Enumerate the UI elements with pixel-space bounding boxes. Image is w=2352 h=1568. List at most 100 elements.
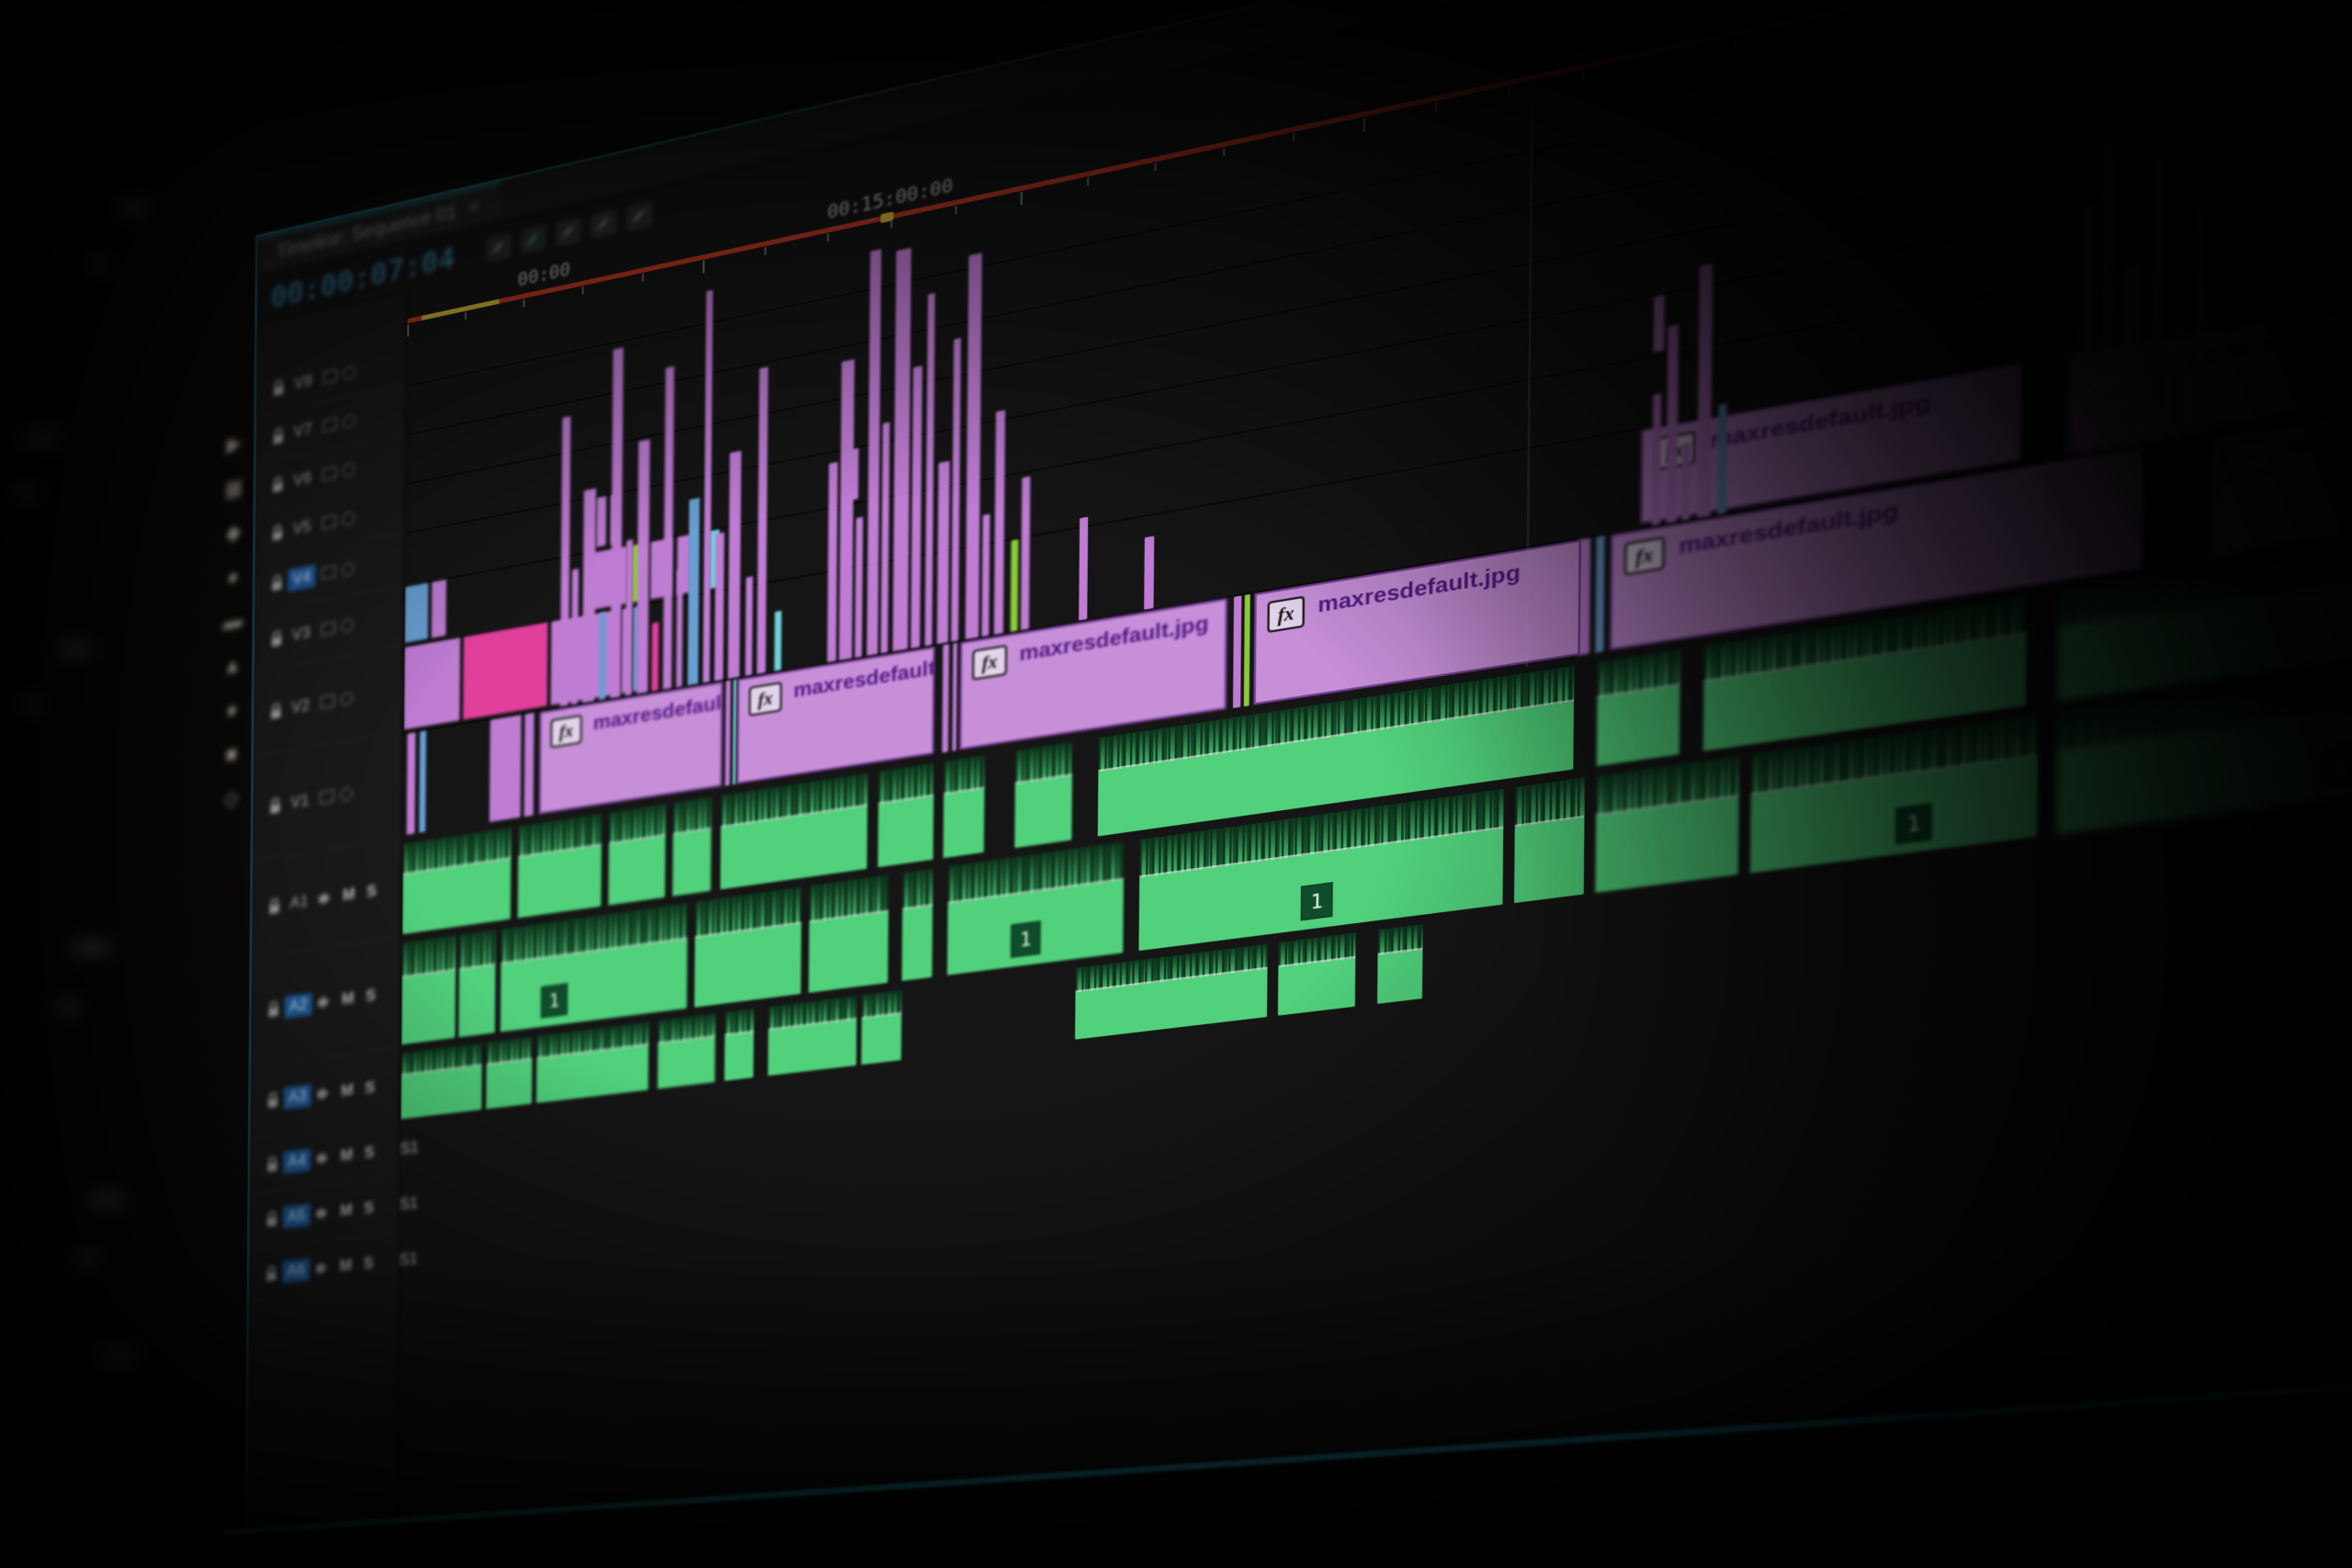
add-marker-icon[interactable] [591, 209, 616, 239]
audio-clip[interactable] [401, 1043, 482, 1120]
solo-button[interactable]: S [365, 1077, 376, 1098]
video-clip[interactable] [431, 579, 447, 638]
thin-video-clip[interactable] [745, 576, 753, 676]
mute-button[interactable]: M [339, 1256, 353, 1276]
audio-clip[interactable] [1596, 649, 1680, 766]
audio-clip[interactable] [401, 935, 457, 1045]
thin-video-clip[interactable] [1079, 516, 1089, 621]
audio-clip[interactable] [401, 827, 512, 935]
audio-clip[interactable] [694, 886, 802, 1008]
audio-clip[interactable] [608, 804, 666, 906]
video-clip[interactable] [942, 644, 950, 753]
audio-clip[interactable] [517, 813, 602, 919]
lock-icon[interactable] [267, 1098, 278, 1109]
mute-button[interactable]: M [341, 1080, 354, 1100]
audio-clip[interactable] [877, 762, 934, 868]
audio-clip[interactable]: 1 [946, 841, 1125, 976]
video-clip[interactable] [403, 637, 460, 730]
thin-video-clip[interactable] [936, 460, 950, 645]
thin-video-clip[interactable] [582, 488, 596, 704]
nest-sequence-icon[interactable] [486, 233, 511, 262]
video-clip[interactable] [404, 582, 429, 643]
audio-clip[interactable] [808, 874, 889, 993]
track-target-a1[interactable]: A1 [289, 891, 309, 912]
audio-clip[interactable] [458, 930, 496, 1038]
lock-icon[interactable] [266, 1217, 277, 1227]
pen-tool-icon[interactable]: ▲ [222, 651, 243, 679]
solo-button[interactable]: S [366, 881, 377, 901]
track-target-v3[interactable]: V3 [291, 622, 311, 644]
audio-clip[interactable] [901, 868, 933, 981]
razor-tool-icon[interactable]: ● [227, 564, 239, 590]
video-clip[interactable] [1243, 593, 1250, 707]
track-target-v5[interactable]: V5 [292, 516, 311, 538]
video-clip[interactable] [463, 622, 548, 720]
track-target-v4[interactable]: V4 [288, 563, 316, 592]
audio-clip[interactable] [1514, 777, 1585, 904]
audio-clip[interactable] [1277, 932, 1356, 1016]
audio-clip[interactable] [1377, 924, 1423, 1004]
thin-video-clip[interactable] [625, 539, 634, 696]
mute-button[interactable]: M [342, 885, 356, 905]
audio-clip[interactable] [672, 796, 712, 897]
track-output-eye-icon[interactable] [341, 617, 354, 634]
sync-lock-icon[interactable] [321, 621, 335, 637]
sync-lock-icon[interactable] [320, 789, 334, 805]
slip-tool-icon[interactable]: ▬ [222, 607, 243, 635]
thin-video-clip[interactable] [1717, 403, 1727, 515]
solo-button[interactable]: S [363, 1198, 375, 1218]
thin-video-clip[interactable] [1697, 263, 1713, 518]
audio-clip[interactable] [943, 755, 985, 859]
timeline-settings-wrench-icon[interactable] [627, 201, 652, 231]
thin-video-clip[interactable] [598, 612, 606, 701]
thin-video-clip[interactable] [2079, 200, 2097, 455]
lock-icon[interactable] [272, 530, 283, 541]
thin-video-clip[interactable] [1020, 476, 1031, 631]
track-target-a5[interactable]: A5 [282, 1203, 311, 1229]
video-clip[interactable] [952, 642, 957, 751]
thin-video-clip[interactable] [1010, 539, 1019, 632]
thin-video-clip[interactable] [839, 359, 855, 660]
thin-video-clip[interactable] [728, 450, 741, 679]
solo-button[interactable]: S [363, 1253, 374, 1273]
thin-video-clip[interactable] [571, 569, 579, 705]
thin-video-clip[interactable] [1666, 324, 1679, 524]
audio-clip[interactable] [861, 989, 902, 1066]
type-tool-icon[interactable]: ■ [225, 741, 238, 767]
track-target-a2[interactable]: A2 [284, 992, 312, 1019]
audio-clip[interactable] [767, 995, 857, 1077]
audio-clip[interactable] [724, 1009, 754, 1081]
lock-icon[interactable] [267, 1162, 277, 1172]
audio-clip[interactable] [1014, 741, 1073, 849]
lock-icon[interactable] [274, 385, 284, 396]
track-target-v2[interactable]: V2 [291, 695, 311, 716]
audio-clip[interactable] [657, 1013, 716, 1089]
linked-selection-icon[interactable] [556, 218, 581, 247]
thin-video-clip[interactable] [636, 439, 650, 694]
track-output-eye-icon[interactable] [342, 461, 356, 478]
thin-video-clip[interactable] [1144, 536, 1155, 610]
thin-video-clip[interactable] [1681, 442, 1691, 521]
video-clip[interactable] [406, 732, 416, 835]
ripple-edit-tool-icon[interactable]: ◆ [226, 519, 241, 546]
track-output-eye-icon[interactable] [339, 786, 353, 802]
lock-icon[interactable] [268, 1007, 278, 1018]
snap-icon[interactable] [521, 225, 546, 254]
video-clip[interactable] [596, 495, 606, 547]
video-clip[interactable] [419, 730, 426, 833]
solo-button[interactable]: S [365, 986, 376, 1006]
thin-video-clip[interactable] [2248, 274, 2263, 427]
thin-video-clip[interactable] [854, 516, 864, 658]
audio-clip[interactable] [486, 1036, 533, 1110]
thin-video-clip[interactable] [2192, 202, 2210, 436]
video-clip[interactable] [489, 715, 522, 822]
thin-video-clip[interactable] [714, 532, 725, 682]
sync-lock-icon[interactable] [322, 514, 336, 530]
video-clip[interactable] [725, 680, 731, 786]
thin-video-clip[interactable] [827, 461, 838, 662]
lock-icon[interactable] [273, 433, 283, 445]
track-target-v7[interactable]: V7 [293, 419, 312, 441]
track-output-eye-icon[interactable] [342, 510, 355, 526]
thin-video-clip[interactable] [675, 569, 684, 688]
zoom-tool-icon[interactable]: ◇ [223, 785, 239, 811]
